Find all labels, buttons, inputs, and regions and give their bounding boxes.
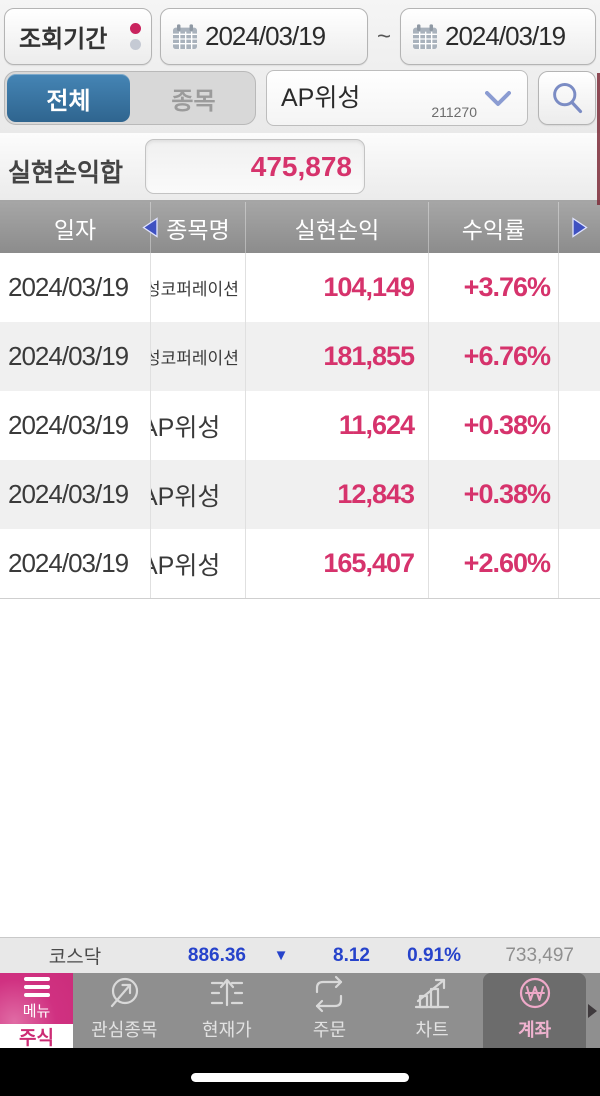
- cell-extra: [558, 322, 600, 391]
- index-down-arrow-icon: ▼: [273, 947, 289, 964]
- menu-button[interactable]: 메뉴: [0, 973, 73, 1024]
- scroll-left-icon[interactable]: [142, 217, 159, 238]
- cell-stock-name: AP위성: [150, 529, 245, 598]
- calendar-icon: [413, 23, 437, 49]
- cell-rate: +3.76%: [428, 253, 558, 322]
- table-row[interactable]: 2024/03/19 성코퍼레이션 181,855 +6.76%: [0, 322, 600, 391]
- index-change-pct: 0.91%: [407, 944, 461, 966]
- stock-code: 211270: [431, 104, 477, 120]
- cell-stock-name: 성코퍼레이션: [150, 322, 245, 391]
- hamburger-icon: [23, 976, 50, 997]
- cell-date: 2024/03/19: [8, 548, 129, 578]
- total-profit-box: 475,878: [145, 139, 365, 194]
- cell-extra: [558, 391, 600, 460]
- header-stock-name: 종목명: [142, 202, 245, 253]
- status-dot-inactive: [130, 39, 141, 50]
- cell-profit: 12,843: [245, 460, 428, 529]
- cell-profit: 104,149: [245, 253, 428, 322]
- date-range-separator: ~: [376, 22, 391, 50]
- index-volume: 733,497: [505, 944, 574, 966]
- cell-rate: +0.38%: [428, 460, 558, 529]
- cell-date: 2024/03/19: [8, 341, 129, 371]
- nav-mode-stock[interactable]: 주식: [0, 1024, 73, 1049]
- menu-label: 메뉴: [22, 1002, 51, 1020]
- header-rate: 수익률: [428, 202, 558, 253]
- cell-stock-name: 성코퍼레이션: [150, 253, 245, 322]
- nav-account[interactable]: 계좌: [483, 973, 586, 1048]
- cell-profit: 11,624: [245, 391, 428, 460]
- table-header: 일자 종목명 실현손익 수익률: [0, 202, 600, 253]
- cell-extra: [558, 460, 600, 529]
- period-button[interactable]: 조회기간: [4, 8, 152, 65]
- stock-select[interactable]: AP위성 211270: [266, 70, 528, 126]
- bottom-nav: 메뉴 주식 관심종목: [0, 973, 600, 1049]
- index-value: 886.36: [187, 944, 246, 966]
- search-button[interactable]: [538, 71, 596, 125]
- date-to-value: 2024/03/19: [445, 21, 566, 51]
- period-label: 조회기간: [19, 26, 108, 53]
- market-index-bar[interactable]: 코스닥 886.36 ▼ 8.12 0.91% 733,497: [0, 937, 600, 973]
- table-body: 2024/03/19 성코퍼레이션 104,149 +3.76% 2024/03…: [0, 253, 600, 599]
- cell-date: 2024/03/19: [8, 272, 129, 302]
- cell-rate: +0.38%: [428, 391, 558, 460]
- cell-date: 2024/03/19: [8, 410, 129, 440]
- date-to-button[interactable]: 2024/03/19: [400, 8, 596, 65]
- summary-section: 실현손익합 475,878: [0, 133, 600, 202]
- index-change: 8.12: [333, 944, 370, 966]
- scroll-indicator[interactable]: [597, 73, 600, 205]
- order-icon: [316, 975, 343, 1013]
- table-row[interactable]: 2024/03/19 AP위성 11,624 +0.38%: [0, 391, 600, 460]
- total-profit-label: 실현손익합: [8, 159, 124, 187]
- tab-all[interactable]: 전체: [7, 74, 130, 122]
- current-price-icon: [210, 978, 243, 1007]
- nav-more-arrow[interactable]: [586, 973, 600, 1048]
- cell-stock-name: AP위성: [150, 460, 245, 529]
- home-area: [0, 1048, 600, 1096]
- search-icon: [553, 83, 583, 114]
- cell-profit: 165,407: [245, 529, 428, 598]
- home-indicator[interactable]: [191, 1073, 409, 1082]
- nav-current-price[interactable]: 현재가: [176, 973, 279, 1048]
- nav-order[interactable]: 주문: [278, 973, 381, 1048]
- scope-tabs: 전체 종목: [4, 71, 256, 125]
- cell-date: 2024/03/19: [8, 479, 129, 509]
- total-profit-value: 475,878: [250, 150, 352, 182]
- chart-icon: [414, 978, 450, 1009]
- cell-extra: [558, 529, 600, 598]
- nav-chart[interactable]: 차트: [381, 973, 484, 1048]
- header-profit: 실현손익: [245, 202, 428, 253]
- calendar-icon: [173, 23, 197, 49]
- nav-menu[interactable]: 메뉴 주식: [0, 973, 73, 1049]
- tab-stock[interactable]: 종목: [171, 87, 216, 115]
- date-from-value: 2024/03/19: [205, 21, 326, 51]
- header-date: 일자: [53, 216, 97, 243]
- chevron-down-icon: [485, 91, 511, 106]
- index-market-name: 코스닥: [48, 947, 102, 968]
- table-row[interactable]: 2024/03/19 성코퍼레이션 104,149 +3.76%: [0, 253, 600, 322]
- right-arrow-icon: [588, 1003, 598, 1018]
- table-row[interactable]: 2024/03/19 AP위성 165,407 +2.60%: [0, 529, 600, 599]
- table-row[interactable]: 2024/03/19 AP위성 12,843 +0.38%: [0, 460, 600, 529]
- filter-bar: 조회기간 2024/03/19 ~: [0, 0, 600, 133]
- scroll-right-icon[interactable]: [571, 217, 588, 238]
- cell-rate: +2.60%: [428, 529, 558, 598]
- stock-name: AP위성: [281, 84, 361, 112]
- date-from-button[interactable]: 2024/03/19: [160, 8, 368, 65]
- cell-stock-name: AP위성: [150, 391, 245, 460]
- status-dot-active: [130, 23, 141, 34]
- account-won-icon: [519, 977, 550, 1009]
- period-status-dots: [130, 23, 141, 50]
- cell-profit: 181,855: [245, 322, 428, 391]
- cell-extra: [558, 253, 600, 322]
- nav-watchlist[interactable]: 관심종목: [73, 973, 176, 1048]
- watchlist-icon: [111, 977, 139, 1008]
- cell-rate: +6.76%: [428, 322, 558, 391]
- header-scroll-cell: [558, 202, 600, 253]
